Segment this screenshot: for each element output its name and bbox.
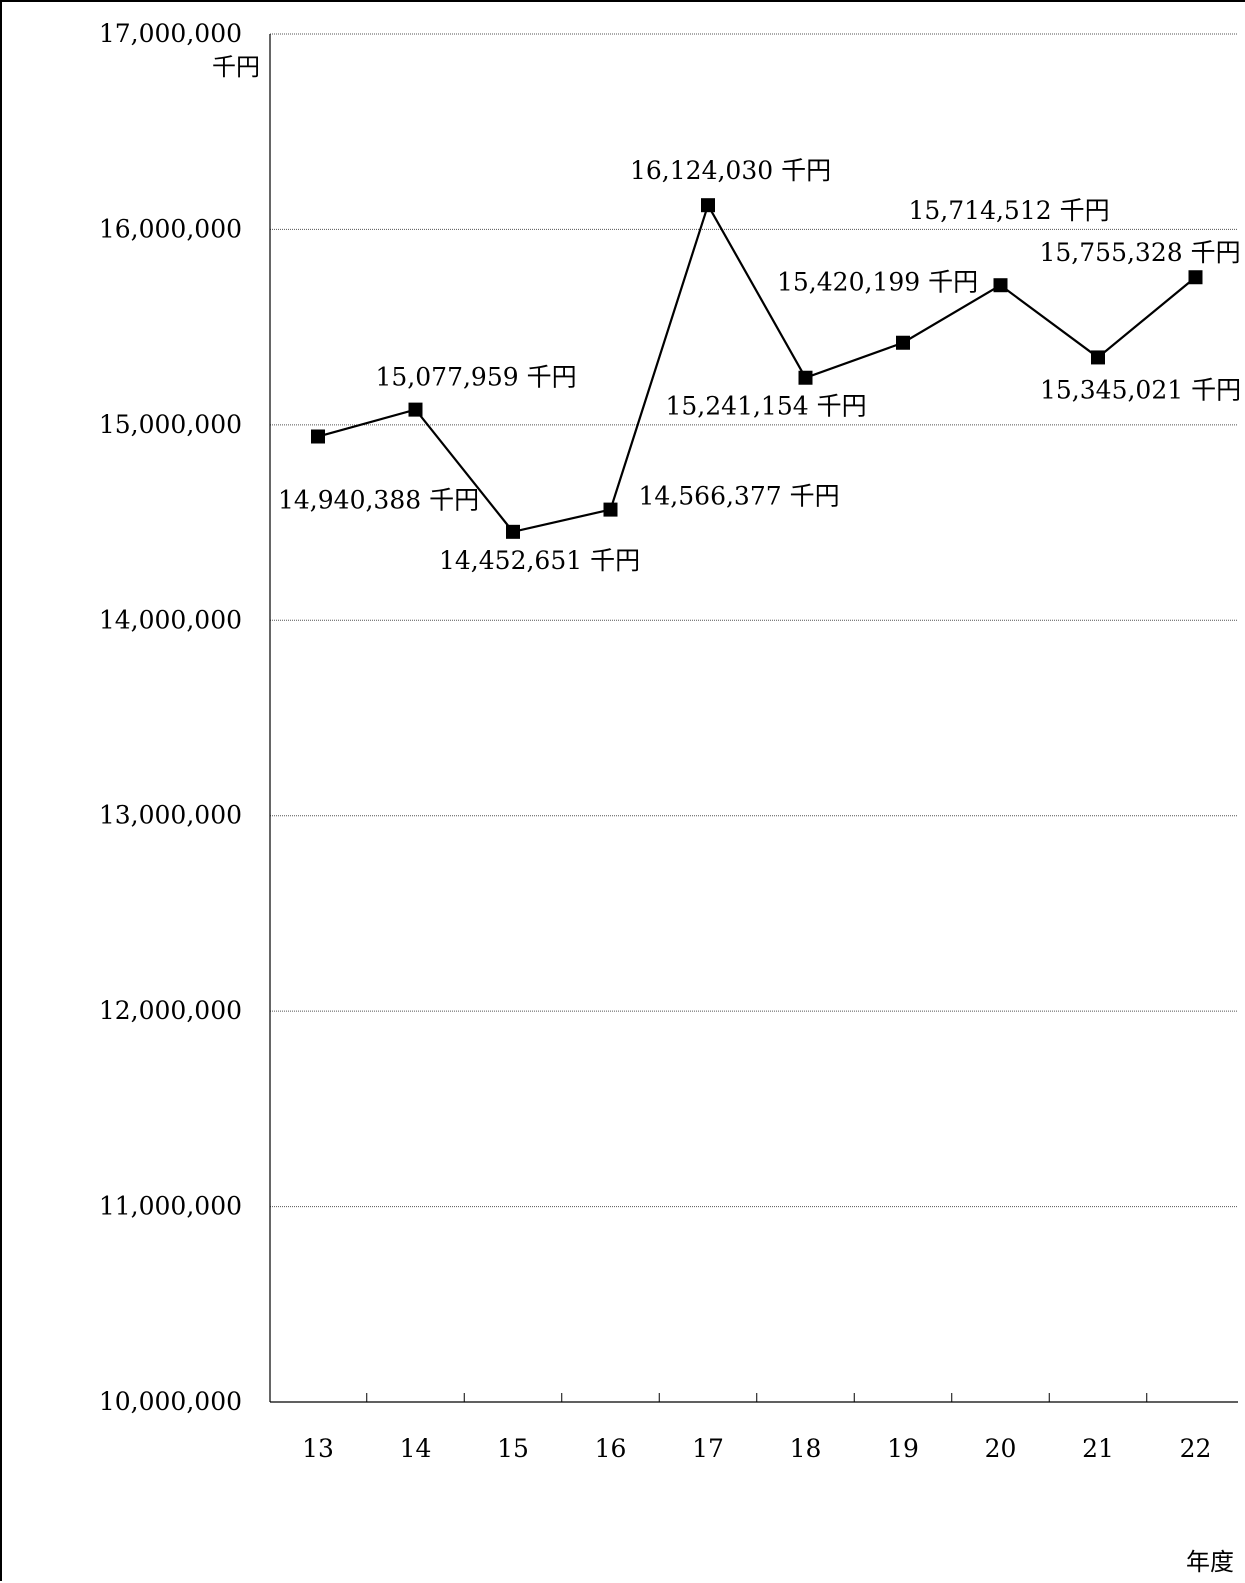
x-tick-label: 19 bbox=[887, 1434, 919, 1463]
data-label: 14,452,651 千円 bbox=[439, 546, 640, 575]
data-point bbox=[506, 524, 520, 539]
y-tick-label: 15,000,000 bbox=[99, 410, 242, 439]
y-tick-label: 14,000,000 bbox=[99, 605, 242, 634]
series-line bbox=[317, 202, 1197, 534]
x-tick-label: 20 bbox=[985, 1434, 1017, 1463]
data-point bbox=[311, 429, 325, 444]
data-label: 14,940,388 千円 bbox=[278, 486, 479, 515]
data-label: 15,077,959 千円 bbox=[376, 363, 577, 392]
y-tick-label: 17,000,000 bbox=[99, 19, 242, 48]
data-point bbox=[1091, 350, 1105, 365]
data-label: 15,241,154 千円 bbox=[666, 392, 867, 421]
data-label: 15,345,021 千円 bbox=[1040, 375, 1241, 404]
x-tick-label: 15 bbox=[497, 1434, 529, 1463]
series bbox=[311, 198, 1203, 539]
data-point bbox=[701, 198, 715, 213]
data-point bbox=[798, 370, 813, 385]
x-tick-label: 22 bbox=[1180, 1434, 1212, 1463]
data-point bbox=[896, 335, 910, 350]
data-label: 14,566,377 千円 bbox=[639, 482, 840, 511]
x-tick-labels: 13 14 15 16 17 18 19 20 21 22 bbox=[302, 1434, 1211, 1463]
data-labels: 14,940,388 千円 15,077,959 千円 14,452,651 千円 1… bbox=[278, 156, 1241, 575]
x-tick-label: 18 bbox=[790, 1434, 822, 1463]
data-label: 16,124,030 千円 bbox=[630, 156, 831, 185]
data-label: 15,755,328 千円 bbox=[1040, 238, 1241, 267]
data-point bbox=[1188, 270, 1203, 285]
x-tick-label: 21 bbox=[1082, 1434, 1114, 1463]
y-tick-label: 13,000,000 bbox=[99, 801, 242, 830]
y-tick-label: 16,000,000 bbox=[99, 214, 242, 243]
data-point bbox=[408, 402, 423, 417]
x-unit-label: 年度 bbox=[1186, 1548, 1234, 1576]
y-tick-labels: 10,000,000 11,000,000 12,000,000 13,000,000… bbox=[99, 19, 242, 1416]
y-tick-label: 12,000,000 bbox=[99, 996, 242, 1025]
y-unit-label: 千円 bbox=[212, 53, 260, 81]
data-point bbox=[603, 502, 618, 517]
data-label: 15,420,199 千円 bbox=[777, 268, 978, 297]
axes bbox=[269, 34, 1238, 1403]
y-tick-label: 10,000,000 bbox=[99, 1387, 242, 1416]
x-tick-label: 13 bbox=[302, 1434, 334, 1463]
x-tick-label: 14 bbox=[400, 1434, 432, 1463]
x-tick-label: 17 bbox=[692, 1434, 724, 1463]
x-tick-label: 16 bbox=[595, 1434, 627, 1463]
gridlines bbox=[270, 33, 1238, 1208]
data-label: 15,714,512 千円 bbox=[909, 196, 1110, 225]
data-point bbox=[993, 278, 1008, 293]
y-tick-label: 11,000,000 bbox=[99, 1192, 242, 1221]
